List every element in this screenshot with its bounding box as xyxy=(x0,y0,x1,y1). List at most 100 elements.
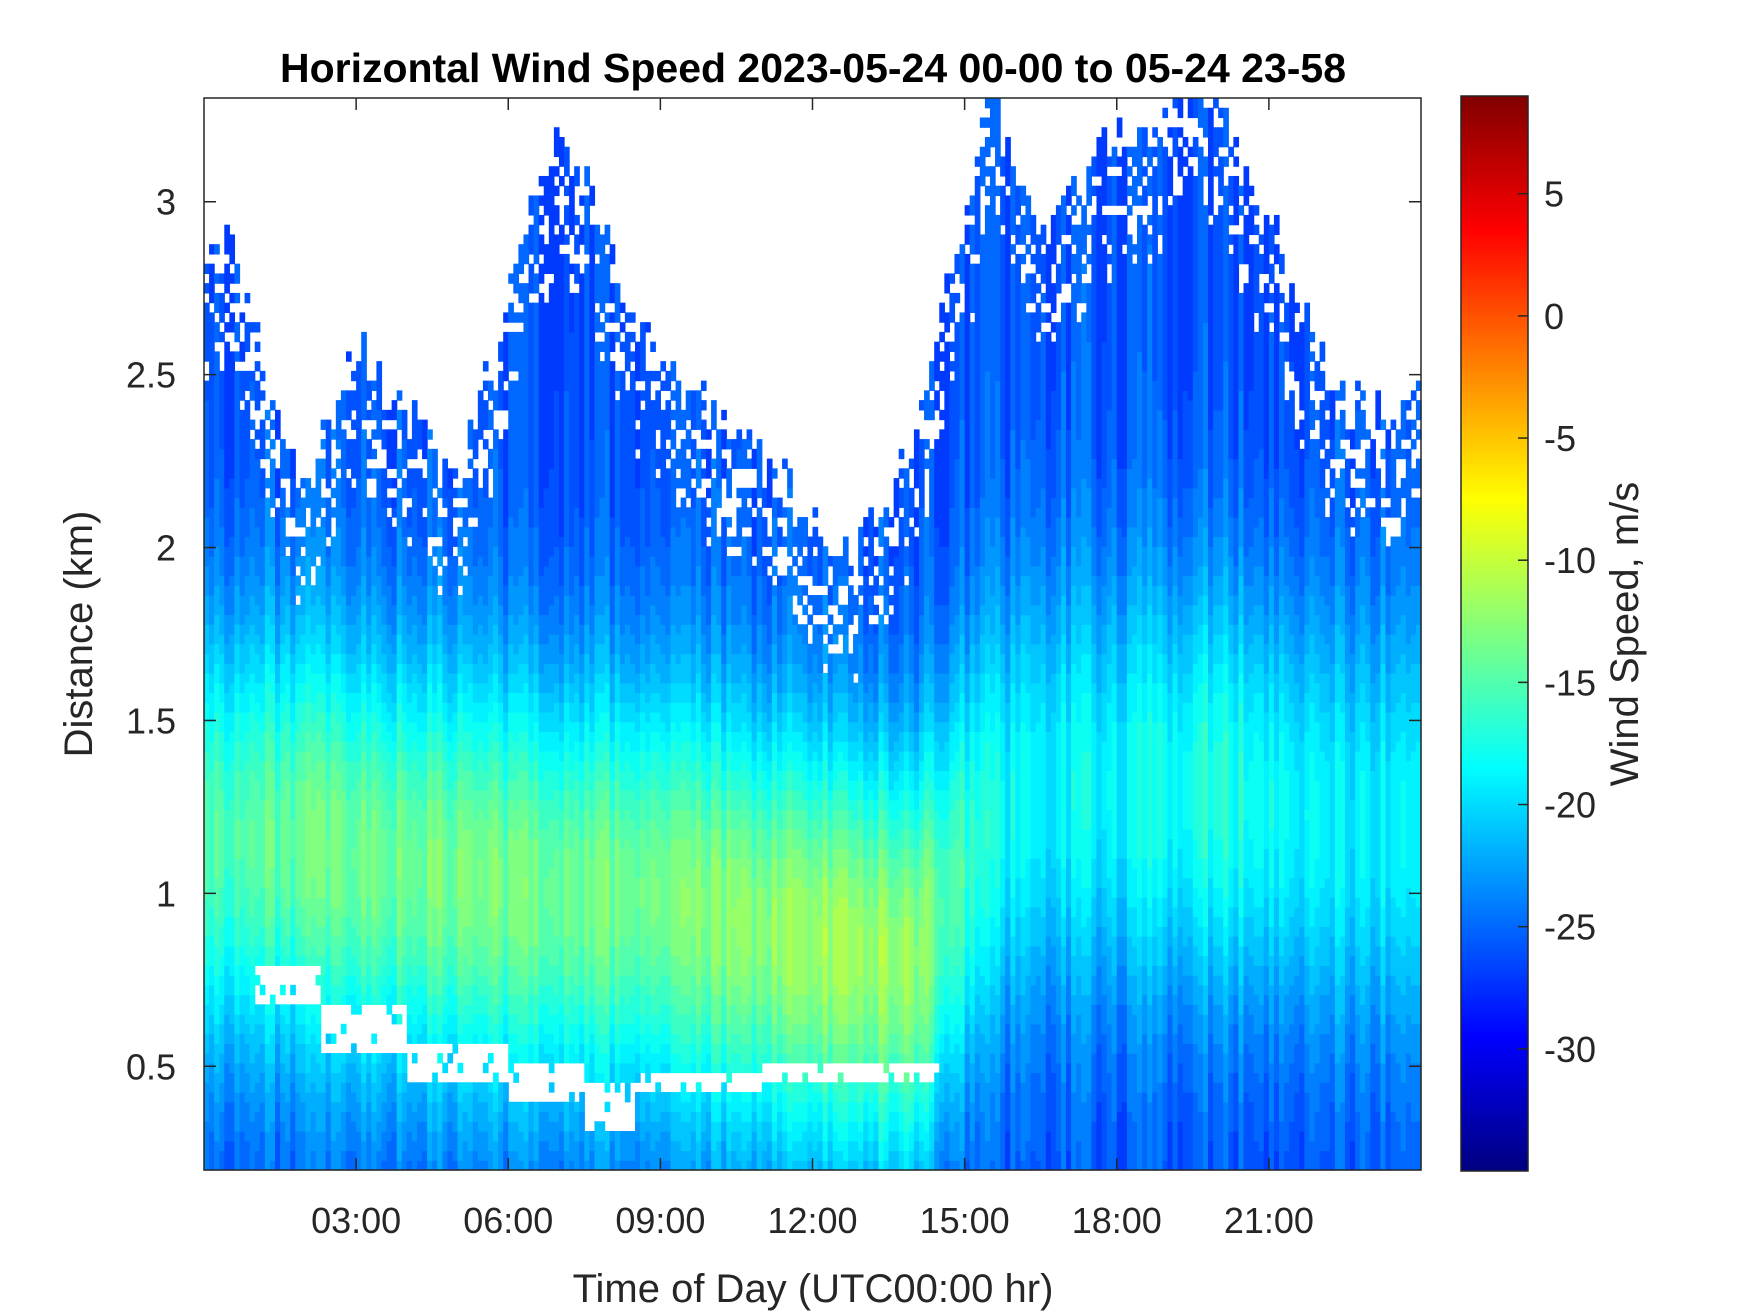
heatmap-cell xyxy=(401,799,408,927)
heatmap-cell xyxy=(274,546,281,586)
heatmap-cell xyxy=(655,1082,661,1093)
heatmap-cell xyxy=(1081,1043,1087,1103)
heatmap-cell xyxy=(954,838,961,927)
heatmap-cell xyxy=(538,1004,545,1025)
heatmap-cell xyxy=(290,741,296,772)
heatmap-cell xyxy=(1289,507,1295,557)
heatmap-cell xyxy=(498,760,504,791)
heatmap-cell xyxy=(827,1140,834,1161)
heatmap-cell xyxy=(787,692,793,713)
heatmap-cell xyxy=(229,575,236,616)
heatmap-cell xyxy=(974,1053,981,1083)
heatmap-cell xyxy=(817,848,824,879)
heatmap-cell xyxy=(274,731,281,762)
heatmap-cell xyxy=(204,984,210,1005)
heatmap-cell xyxy=(1273,1082,1280,1152)
heatmap-cell xyxy=(706,809,712,830)
heatmap-cell xyxy=(533,195,540,265)
heatmap-cell xyxy=(706,585,712,625)
heatmap-cell xyxy=(214,945,220,976)
heatmap-cell xyxy=(827,799,834,820)
heatmap-cell xyxy=(1081,994,1087,1044)
heatmap-cell xyxy=(391,936,398,966)
heatmap-cell xyxy=(1116,682,1123,723)
heatmap-cell xyxy=(254,750,261,781)
heatmap-cell xyxy=(503,965,509,996)
heatmap-cell xyxy=(376,1092,383,1122)
heatmap-cell xyxy=(513,809,519,840)
heatmap-cell xyxy=(396,575,403,616)
heatmap-cell xyxy=(812,595,819,616)
heatmap-cell xyxy=(609,1004,616,1025)
heatmap-cell xyxy=(1106,409,1113,508)
heatmap-cell xyxy=(614,721,621,742)
heatmap-cell xyxy=(518,1160,525,1171)
heatmap-cell xyxy=(761,556,768,577)
heatmap-cell xyxy=(315,1092,322,1132)
heatmap-cell xyxy=(477,994,484,1015)
heatmap-cell xyxy=(888,1072,895,1093)
heatmap-cell xyxy=(1025,731,1032,859)
heatmap-cell xyxy=(427,750,433,772)
heatmap-cell xyxy=(959,692,966,723)
heatmap-cell xyxy=(1172,867,1179,908)
heatmap-cell xyxy=(269,595,276,625)
heatmap-cell xyxy=(239,341,246,362)
heatmap-cell xyxy=(493,1111,499,1142)
heatmap-cell xyxy=(969,1033,976,1064)
heatmap-cell xyxy=(1137,195,1143,206)
heatmap-cell xyxy=(1060,663,1067,703)
heatmap-cell xyxy=(974,614,981,645)
heatmap-cell xyxy=(1081,312,1087,479)
heatmap-cell xyxy=(209,643,215,674)
heatmap-cell xyxy=(229,1023,236,1044)
heatmap-cell xyxy=(209,906,215,937)
heatmap-cell xyxy=(254,429,261,440)
heatmap-cell xyxy=(807,1082,814,1103)
heatmap-cell xyxy=(315,897,322,927)
heatmap-cell xyxy=(1268,780,1275,830)
heatmap-cell xyxy=(756,1043,763,1064)
heatmap-cell xyxy=(1071,205,1077,216)
heatmap-cell xyxy=(335,906,342,937)
heatmap-cell xyxy=(822,643,829,664)
heatmap-cell xyxy=(853,906,859,986)
heatmap-cell xyxy=(746,653,753,684)
heatmap-cell xyxy=(543,1053,550,1064)
heatmap-cell xyxy=(1263,1131,1270,1171)
heatmap-cell xyxy=(513,653,519,674)
heatmap-cell xyxy=(224,809,230,869)
heatmap-cell xyxy=(249,1062,256,1093)
heatmap-cell xyxy=(1147,1043,1153,1103)
heatmap-cell xyxy=(1005,1023,1011,1064)
heatmap-cell xyxy=(858,887,864,927)
heatmap-cell xyxy=(274,585,281,616)
heatmap-cell xyxy=(979,975,986,1005)
heatmap-cell xyxy=(1299,702,1305,742)
heatmap-cell xyxy=(675,536,682,596)
heatmap-cell xyxy=(538,799,545,830)
heatmap-cell xyxy=(614,526,621,586)
heatmap-cell xyxy=(792,692,798,713)
heatmap-cell xyxy=(518,711,525,733)
heatmap-cell xyxy=(533,692,540,723)
heatmap-cell xyxy=(1177,98,1184,119)
heatmap-cell xyxy=(1243,819,1250,879)
heatmap-cell xyxy=(361,1111,367,1142)
heatmap-cell xyxy=(574,507,580,577)
heatmap-cell xyxy=(888,1053,895,1064)
heatmap-cell xyxy=(589,439,596,557)
heatmap-cell xyxy=(290,936,296,966)
heatmap-cell xyxy=(335,672,342,703)
heatmap-cell xyxy=(898,984,905,1025)
heatmap-cell xyxy=(629,848,636,937)
heatmap-cell xyxy=(650,341,656,352)
heatmap-cell xyxy=(574,614,580,645)
heatmap-cell xyxy=(477,487,484,557)
heatmap-cell xyxy=(234,1131,241,1171)
heatmap-cell xyxy=(655,955,661,986)
heatmap-cell xyxy=(1309,702,1316,752)
heatmap-cell xyxy=(787,1092,793,1113)
heatmap-cell xyxy=(842,848,849,869)
heatmap-cell xyxy=(594,692,601,723)
